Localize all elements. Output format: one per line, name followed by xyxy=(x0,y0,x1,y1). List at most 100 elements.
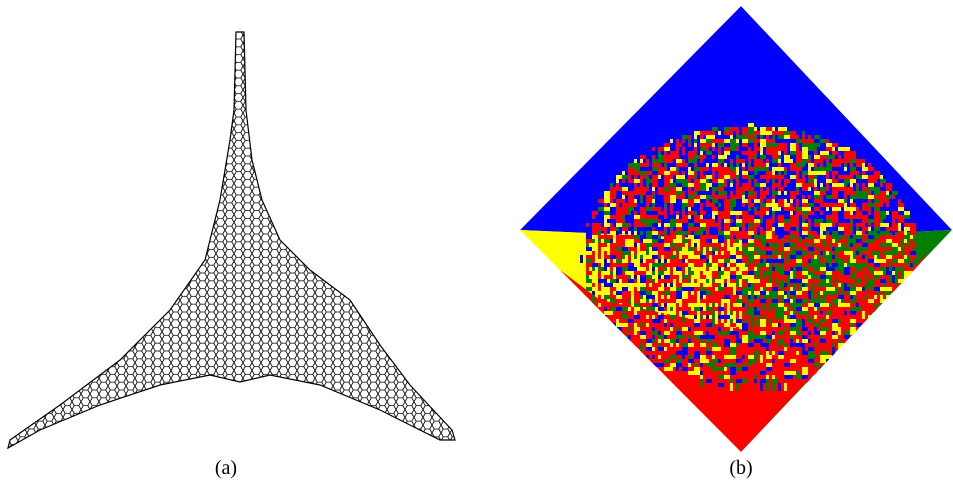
domino-tile xyxy=(868,323,871,331)
domino-tile xyxy=(640,163,646,167)
domino-tile xyxy=(622,287,628,291)
domino-tile xyxy=(790,179,796,183)
domino-tile xyxy=(670,263,676,267)
domino-tile xyxy=(718,143,724,147)
domino-tile xyxy=(790,331,796,335)
domino-tile xyxy=(766,283,772,287)
domino-tile xyxy=(778,175,784,179)
domino-tile xyxy=(700,351,706,355)
domino-tile xyxy=(658,279,664,283)
domino-tile xyxy=(844,155,850,159)
domino-tile xyxy=(886,327,892,331)
domino-tile xyxy=(586,251,592,255)
domino-tile xyxy=(682,251,688,255)
domino-tile xyxy=(766,251,772,255)
domino-tile xyxy=(760,263,766,267)
domino-tile xyxy=(652,179,658,183)
domino-tile xyxy=(640,235,646,239)
domino-tile xyxy=(832,355,835,363)
domino-tile xyxy=(742,139,748,143)
domino-tile xyxy=(718,287,724,291)
domino-tile xyxy=(772,259,778,263)
domino-tile xyxy=(658,347,664,351)
domino-tile xyxy=(814,159,820,163)
domino-tile xyxy=(622,251,628,255)
domino-tile xyxy=(682,339,688,343)
domino-tile xyxy=(748,239,754,243)
domino-tile xyxy=(592,223,598,227)
domino-tile xyxy=(652,247,658,251)
domino-tile xyxy=(748,187,754,191)
domino-tile xyxy=(730,227,736,231)
domino-tile xyxy=(712,359,718,363)
domino-tile xyxy=(802,147,808,151)
domino-tile xyxy=(742,183,748,187)
domino-tile xyxy=(856,295,862,299)
domino-tile xyxy=(688,151,694,155)
domino-tile xyxy=(718,307,724,311)
domino-tile xyxy=(772,191,778,195)
domino-tile xyxy=(886,251,892,255)
domino-tile xyxy=(676,179,682,183)
domino-tile xyxy=(730,347,736,351)
domino-tile xyxy=(838,151,844,155)
domino-tile xyxy=(634,295,640,299)
domino-tile xyxy=(694,179,700,183)
domino-tile xyxy=(670,235,676,239)
domino-tile xyxy=(622,211,628,215)
panel-label: (b) xyxy=(729,457,752,479)
domino-tile xyxy=(640,299,646,303)
domino-tile xyxy=(694,343,700,347)
domino-tile xyxy=(808,203,814,207)
domino-tile xyxy=(832,187,838,191)
domino-tile xyxy=(706,251,712,255)
domino-tile xyxy=(748,275,754,279)
panel-a-shape xyxy=(7,31,456,450)
domino-tile xyxy=(832,171,838,175)
domino-tile xyxy=(670,183,676,187)
domino-tile xyxy=(730,259,736,263)
domino-tile xyxy=(652,283,658,287)
domino-tile xyxy=(724,227,730,231)
domino-tile xyxy=(802,187,808,191)
domino-tile xyxy=(676,247,682,251)
domino-tile xyxy=(640,351,646,355)
domino-tile xyxy=(670,315,676,319)
domino-tile xyxy=(760,371,766,375)
domino-tile xyxy=(646,243,652,247)
domino-tile xyxy=(850,239,856,243)
domino-tile xyxy=(784,247,790,251)
domino-tile xyxy=(664,183,670,187)
domino-tile xyxy=(706,235,712,239)
domino-tile xyxy=(844,319,850,323)
domino-tile xyxy=(718,351,724,355)
domino-tile xyxy=(730,343,736,347)
domino-tile xyxy=(754,311,760,315)
domino-tile xyxy=(676,183,682,187)
domino-tile xyxy=(820,275,826,279)
domino-tile xyxy=(730,339,736,343)
domino-tile xyxy=(634,167,640,171)
domino-tile xyxy=(772,299,778,303)
domino-tile xyxy=(868,203,874,207)
domino-tile xyxy=(838,191,844,195)
domino-tile xyxy=(664,355,670,359)
domino-tile xyxy=(736,275,742,279)
domino-tile xyxy=(838,235,844,239)
domino-tile xyxy=(826,143,832,147)
domino-tile xyxy=(754,255,760,259)
domino-tile xyxy=(778,187,784,191)
domino-tile xyxy=(664,279,670,283)
domino-tile xyxy=(724,135,730,139)
domino-tile xyxy=(880,287,886,291)
domino-tile xyxy=(622,315,628,319)
domino-tile xyxy=(718,211,724,215)
domino-tile xyxy=(892,295,895,303)
domino-tile xyxy=(634,291,640,295)
domino-tile xyxy=(748,203,754,207)
domino-tile xyxy=(760,379,766,383)
domino-tile xyxy=(730,375,736,379)
domino-tile xyxy=(634,335,640,339)
domino-tile xyxy=(784,235,790,239)
domino-tile xyxy=(760,251,766,255)
